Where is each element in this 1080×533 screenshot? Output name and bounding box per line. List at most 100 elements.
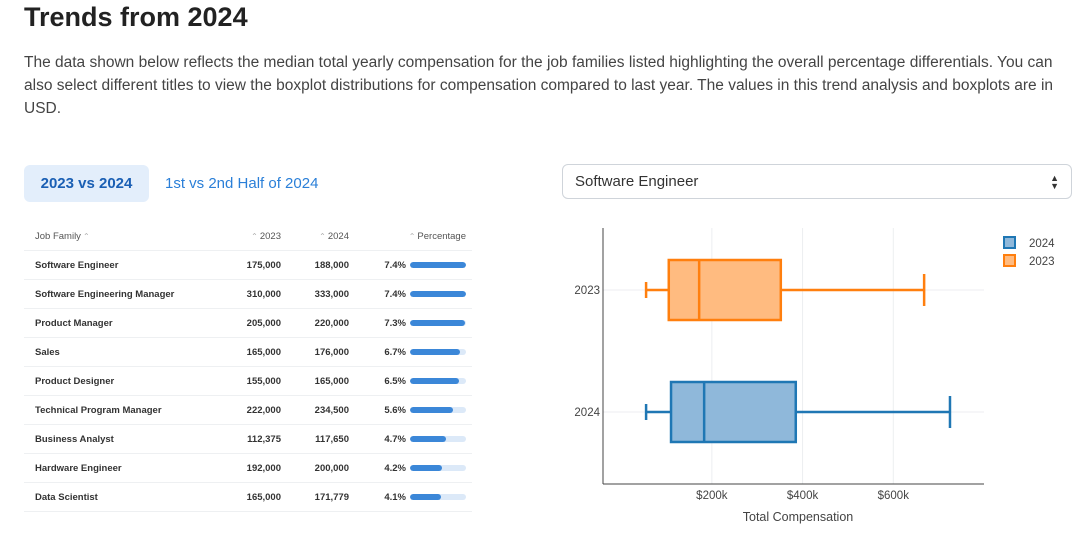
box-iqr [669,380,798,444]
sort-up-icon: ⌃ [251,231,258,241]
value-2023-cell: 310,000 [225,279,281,309]
percentage-bar-fill [410,377,459,384]
sort-up-icon: ⌃ [82,231,90,241]
table-header-row: Job Family ⌃ ⌃ 2023 ⌃ 2024 ⌃ Percentage [24,222,472,251]
legend-label: 2023 [1029,256,1055,268]
percentage-bar-fill [410,290,466,297]
percentage-cell: 6.5% [349,366,472,396]
value-2024-cell: 176,000 [281,337,349,367]
percentage-cell: 4.1% [349,482,472,512]
header-2024[interactable]: ⌃ 2024 [281,222,349,251]
x-tick-label: $600k [878,490,910,502]
job-family-cell: Technical Program Manager [24,395,225,425]
value-2023-cell: 222,000 [225,395,281,425]
compensation-boxplot: $200k $400k $600k 2023 2024 Total Compensati… [574,228,1055,524]
percentage-bar [410,377,466,384]
percentage-cell: 7.4% [349,250,472,280]
value-2023-cell: 165,000 [225,337,281,367]
job-family-cell: Hardware Engineer [24,453,225,483]
tab-1st-vs-2nd-half-2024[interactable]: 1st vs 2nd Half of 2024 [165,175,319,192]
percentage-cell: 7.3% [349,308,472,338]
percentage-value: 6.5% [384,375,406,387]
job-family-cell: Sales [24,337,225,367]
value-2024-cell: 220,000 [281,308,349,338]
value-2023-cell: 205,000 [225,308,281,338]
legend-swatch [1003,236,1016,249]
job-family-select[interactable]: Software Engineer ▲ ▼ [562,164,1072,199]
percentage-value: 7.4% [384,288,406,300]
percentage-bar [410,290,466,297]
job-family-select-value: Software Engineer [575,173,699,190]
job-family-cell: Business Analyst [24,424,225,454]
percentage-value: 7.4% [384,259,406,271]
y-tick-label: 2024 [574,407,600,419]
percentage-cell: 4.2% [349,453,472,483]
percentage-value: 5.6% [384,404,406,416]
value-2023-cell: 155,000 [225,366,281,396]
percentage-bar [410,464,466,471]
percentage-bar-fill [410,435,446,442]
percentage-bar [410,493,466,500]
percentage-cell: 4.7% [349,424,472,454]
percentage-cell: 5.6% [349,395,472,425]
table-row[interactable]: Hardware Engineer 192,000 200,000 4.2% [24,453,472,483]
legend-item-2023[interactable]: 2023 [1003,254,1055,268]
table-row[interactable]: Data Scientist 165,000 171,779 4.1% [24,482,472,512]
value-2023-cell: 192,000 [225,453,281,483]
legend-swatch [1003,254,1016,267]
x-tick-label: $200k [696,490,728,502]
percentage-bar [410,319,466,326]
value-2024-cell: 171,779 [281,482,349,512]
table-row[interactable]: Product Manager 205,000 220,000 7.3% [24,308,472,338]
percentage-bar [410,435,466,442]
box-iqr [667,258,783,322]
header-2023[interactable]: ⌃ 2023 [225,222,281,251]
table-row[interactable]: Software Engineering Manager 310,000 333,0… [24,279,472,309]
job-family-cell: Data Scientist [24,482,225,512]
sort-up-icon: ⌃ [408,231,416,241]
percentage-bar [410,261,466,268]
table-row[interactable]: Software Engineer 175,000 188,000 7.4% [24,250,472,280]
legend-item-2024[interactable]: 2024 [1003,236,1055,250]
value-2023-cell: 175,000 [225,250,281,280]
table-row[interactable]: Sales 165,000 176,000 6.7% [24,337,472,367]
header-job-family[interactable]: Job Family ⌃ [24,222,225,251]
tab-2023-vs-2024[interactable]: 2023 vs 2024 [24,165,149,202]
sort-up-icon: ⌃ [319,231,326,241]
select-arrows-icon: ▲ ▼ [1050,173,1059,191]
box-2024 [644,380,952,444]
value-2024-cell: 117,650 [281,424,349,454]
value-2023-cell: 165,000 [225,482,281,512]
percentage-value: 6.7% [384,346,406,358]
percentage-bar-fill [410,406,453,413]
x-tick-label: $400k [787,490,819,502]
percentage-bar-fill [410,319,465,326]
percentage-bar [410,406,466,413]
job-family-cell: Product Designer [24,366,225,396]
value-2024-cell: 165,000 [281,366,349,396]
header-percentage[interactable]: ⌃ Percentage [349,222,472,251]
job-family-table: Job Family ⌃ ⌃ 2023 ⌃ 2024 ⌃ Percentage Soft… [24,222,472,512]
value-2024-cell: 234,500 [281,395,349,425]
percentage-bar-fill [410,348,461,355]
percentage-cell: 7.4% [349,279,472,309]
value-2023-cell: 112,375 [225,424,281,454]
percentage-bar [410,348,466,355]
percentage-bar-fill [410,261,466,268]
percentage-value: 4.2% [384,462,406,474]
percentage-value: 7.3% [384,317,406,329]
job-family-cell: Software Engineering Manager [24,279,225,309]
percentage-bar-fill [410,464,442,471]
percentage-bar-fill [410,493,441,500]
value-2024-cell: 200,000 [281,453,349,483]
x-axis-title: Total Compensation [743,510,854,524]
legend-label: 2024 [1029,238,1055,250]
value-2024-cell: 333,000 [281,279,349,309]
table-row[interactable]: Product Designer 155,000 165,000 6.5% [24,366,472,396]
page-title: Trends from 2024 [24,2,248,32]
page-description: The data shown below reflects the median… [24,54,1054,117]
table-row[interactable]: Business Analyst 112,375 117,650 4.7% [24,424,472,454]
table-row[interactable]: Technical Program Manager 222,000 234,500 5… [24,395,472,425]
percentage-value: 4.7% [384,433,406,445]
percentage-value: 4.1% [384,491,406,503]
